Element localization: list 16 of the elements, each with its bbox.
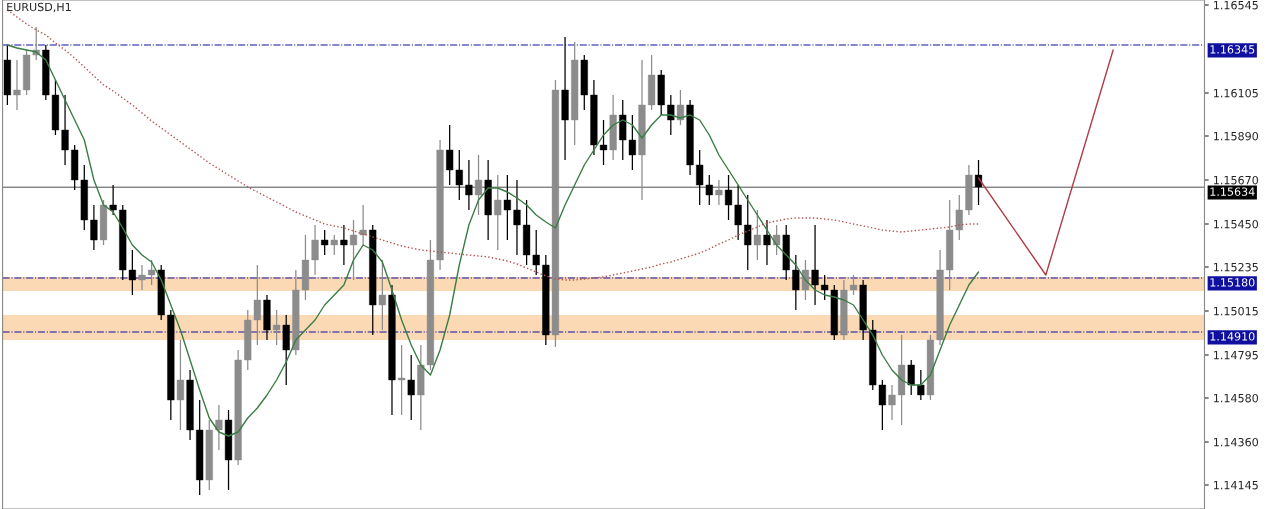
y-tick-label: 1.14795 <box>1214 350 1258 360</box>
y-tick-label: 1.16105 <box>1214 88 1258 98</box>
y-tick-label: 1.14360 <box>1214 437 1259 447</box>
y-tick-label: 1.14145 <box>1214 481 1258 490</box>
ref-line-label: 1.16345 <box>1210 45 1255 54</box>
ref-line-label: 1.15180 <box>1210 278 1255 287</box>
chart-title: EURUSD,H1 <box>7 2 71 13</box>
y-tick-label: 1.16545 <box>1214 0 1258 10</box>
y-tick-label: 1.15235 <box>1214 262 1258 272</box>
y-tick-label: 1.15670 <box>1214 175 1259 185</box>
ref-line-label: 1.14910 <box>1210 332 1255 341</box>
ref-line-label: 1.15634 <box>1210 187 1255 196</box>
y-tick-label: 1.14580 <box>1214 393 1259 403</box>
y-tick-label: 1.15015 <box>1214 306 1258 316</box>
y-tick-label: 1.15450 <box>1214 219 1259 229</box>
y-tick-label: 1.15890 <box>1214 131 1259 141</box>
